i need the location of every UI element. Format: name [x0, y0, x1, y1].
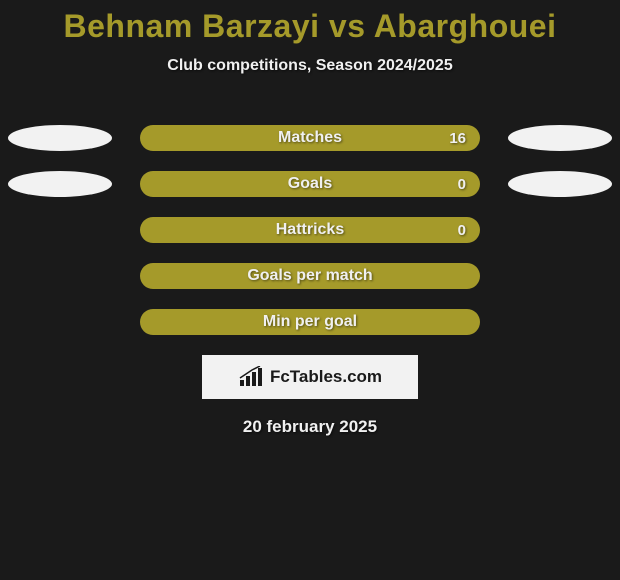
- bar-chart-icon: [238, 366, 264, 388]
- player2-name: Abarghouei: [374, 8, 557, 44]
- stat-bar: Goals 0: [140, 171, 480, 197]
- stat-bar: Goals per match: [140, 263, 480, 289]
- player1-ellipse: [8, 171, 112, 197]
- stats-section: Matches 16 Goals 0 Hattricks 0 Goals per match…: [0, 125, 620, 335]
- stat-label: Goals per match: [247, 267, 372, 285]
- stat-row: Matches 16: [0, 125, 620, 151]
- footer-date: 20 february 2025: [0, 417, 620, 437]
- comparison-infographic: Behnam Barzayi vs Abarghouei Club compet…: [0, 0, 620, 437]
- stat-label: Min per goal: [263, 313, 357, 331]
- page-title: Behnam Barzayi vs Abarghouei: [0, 8, 620, 45]
- stat-value: 0: [458, 222, 466, 239]
- stat-bar: Matches 16: [140, 125, 480, 151]
- stat-row: Hattricks 0: [0, 217, 620, 243]
- subtitle: Club competitions, Season 2024/2025: [0, 57, 620, 75]
- stat-label: Matches: [278, 129, 342, 147]
- logo-box: FcTables.com: [202, 355, 418, 399]
- player2-ellipse: [508, 125, 612, 151]
- stat-label: Hattricks: [276, 221, 344, 239]
- stat-bar: Min per goal: [140, 309, 480, 335]
- logo-text: FcTables.com: [270, 367, 382, 387]
- player2-ellipse: [508, 171, 612, 197]
- stat-row: Min per goal: [0, 309, 620, 335]
- stat-label: Goals: [288, 175, 332, 193]
- player1-ellipse: [8, 125, 112, 151]
- stat-bar: Hattricks 0: [140, 217, 480, 243]
- stat-row: Goals per match: [0, 263, 620, 289]
- title-vs: vs: [329, 8, 366, 44]
- player1-name: Behnam Barzayi: [64, 8, 320, 44]
- stat-value: 16: [449, 130, 466, 147]
- stat-value: 0: [458, 176, 466, 193]
- stat-row: Goals 0: [0, 171, 620, 197]
